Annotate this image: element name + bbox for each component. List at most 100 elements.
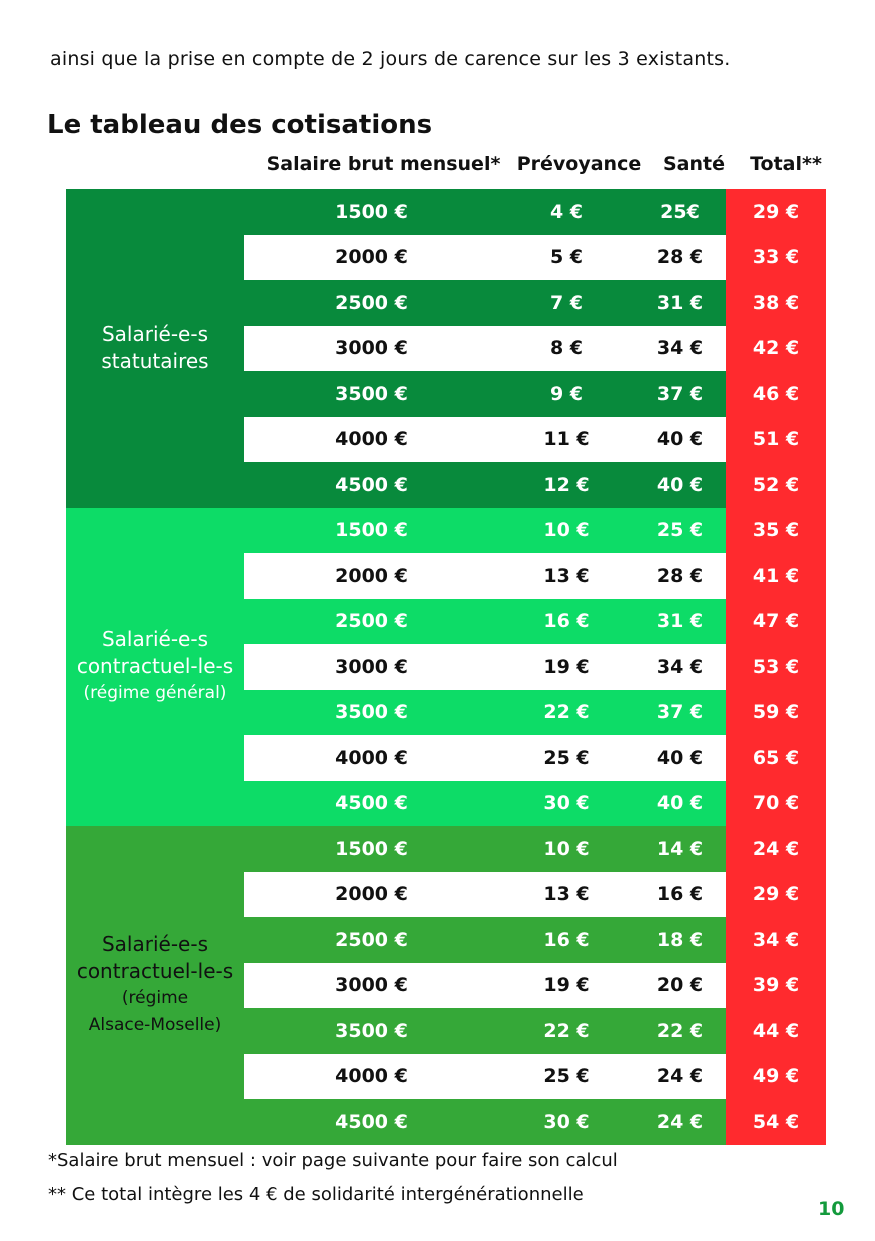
group-label: Salarié-e-s contractuel-le-s (régime Alsace… — [66, 826, 244, 1145]
cell-prevoyance: 7 € — [549, 291, 584, 314]
cell-sante: 37 € — [656, 382, 704, 405]
cell-salaire: 2000 € — [244, 871, 499, 917]
header-total: Total** — [750, 153, 822, 175]
cell-prevoyance: 5 € — [499, 234, 634, 280]
table-row: 2500 € 16 € 18 € 34 € — [244, 917, 826, 963]
cell-salaire: 3000 € — [244, 644, 499, 690]
cell-salaire: 1500 € — [335, 837, 408, 860]
cell-sante: 37 € — [656, 701, 704, 724]
cell-total: 24 € — [726, 826, 826, 872]
cell-total: 42 € — [726, 325, 826, 371]
cell-total: 70 € — [726, 780, 826, 826]
cell-salaire: 4500 € — [335, 792, 408, 815]
group-contractuels-general: Salarié-e-s contractuel-le-s (régime génér… — [66, 507, 826, 827]
table-row: 2000 €5 €28 €33 € — [244, 234, 826, 280]
cell-sante: 31 € — [656, 291, 704, 314]
cell-salaire: 3500 € — [335, 382, 408, 405]
cell-salaire: 4000 € — [244, 416, 499, 462]
cell-salaire: 3000 € — [244, 962, 499, 1008]
cell-prevoyance: 4 € — [549, 200, 584, 223]
cell-salaire: 3000 € — [244, 325, 499, 371]
section-title: Le tableau des cotisations — [47, 110, 433, 140]
table-row: 3000 €19 €20 €39 € — [244, 962, 826, 1008]
cell-sante: 14 € — [656, 837, 704, 860]
cell-total: 34 € — [726, 917, 826, 963]
group-label: Salarié-e-s statutaires — [66, 189, 244, 508]
cell-sante: 20 € — [634, 962, 726, 1008]
cell-total: 54 € — [726, 1099, 826, 1145]
table-row: 4000 €11 €40 €51 € — [244, 416, 826, 462]
table-row: 3000 €19 €34 €53 € — [244, 644, 826, 690]
cell-prevoyance: 13 € — [499, 553, 634, 599]
cell-sante: 25 € — [656, 519, 704, 542]
header-prevoyance: Prévoyance — [516, 153, 642, 175]
table-row: 4500 € 30 € 24 € 54 € — [244, 1099, 826, 1145]
cell-prevoyance: 16 € — [543, 610, 590, 633]
group-label-subline: (régime — [121, 988, 189, 1009]
cell-sante: 40 € — [656, 792, 704, 815]
header-sante: Santé — [662, 153, 725, 175]
cell-prevoyance: 19 € — [499, 962, 634, 1008]
group-label-line: Salarié-e-s — [101, 322, 208, 347]
table-row: 1500 € 10 € 14 € 24 € — [244, 826, 826, 872]
table-row: 1500 € 4 € 25€ 29 € — [244, 189, 826, 235]
cell-salaire: 3500 € — [335, 1019, 408, 1042]
cell-prevoyance: 13 € — [499, 871, 634, 917]
cell-prevoyance: 30 € — [543, 1110, 590, 1133]
table-row: 3500 € 9 € 37 € 46 € — [244, 371, 826, 417]
cell-total: 59 € — [726, 689, 826, 735]
group-label-subline: (régime général) — [83, 683, 227, 704]
group-label-line: statutaires — [101, 349, 209, 374]
cell-salaire: 1500 € — [335, 519, 408, 542]
cell-sante: 31 € — [656, 610, 704, 633]
cell-total: 39 € — [726, 962, 826, 1008]
cell-prevoyance: 22 € — [543, 1019, 590, 1042]
cell-prevoyance: 30 € — [543, 792, 590, 815]
cell-salaire: 2000 € — [244, 553, 499, 599]
cell-total: 47 € — [726, 598, 826, 644]
table-row: 3500 € 22 € 22 € 44 € — [244, 1008, 826, 1054]
cell-salaire: 4000 € — [244, 1053, 499, 1099]
header-salaire: Salaire brut mensuel* — [266, 153, 501, 175]
table-row: 1500 € 10 € 25 € 35 € — [244, 507, 826, 553]
intro-text: ainsi que la prise en compte de 2 jours … — [50, 48, 731, 70]
cell-sante: 28 € — [634, 234, 726, 280]
cell-prevoyance: 25 € — [499, 1053, 634, 1099]
table-row: 4000 €25 €24 €49 € — [244, 1053, 826, 1099]
cell-prevoyance: 9 € — [549, 382, 584, 405]
cell-prevoyance: 12 € — [543, 473, 590, 496]
cell-sante: 34 € — [634, 644, 726, 690]
cell-salaire: 4500 € — [335, 1110, 408, 1133]
cell-sante: 24 € — [634, 1053, 726, 1099]
cell-salaire: 1500 € — [335, 200, 408, 223]
cell-total: 41 € — [726, 553, 826, 599]
cell-total: 65 € — [726, 735, 826, 781]
group-label: Salarié-e-s contractuel-le-s (régime génér… — [66, 508, 244, 827]
table-row: 3000 €8 €34 €42 € — [244, 325, 826, 371]
group-label-line: Salarié-e-s — [101, 627, 208, 652]
table-row: 4500 € 12 € 40 € 52 € — [244, 462, 826, 508]
cell-prevoyance: 8 € — [499, 325, 634, 371]
cell-salaire: 2500 € — [335, 291, 408, 314]
cell-salaire: 4000 € — [244, 735, 499, 781]
cell-total: 44 € — [726, 1008, 826, 1054]
cell-sante: 40 € — [656, 473, 704, 496]
cell-sante: 25€ — [660, 200, 700, 223]
group-contractuels-alsace: Salarié-e-s contractuel-le-s (régime Alsace… — [66, 826, 826, 1145]
cell-total: 35 € — [726, 507, 826, 553]
cell-prevoyance: 19 € — [499, 644, 634, 690]
footnote-salaire: *Salaire brut mensuel : voir page suivan… — [48, 1150, 618, 1171]
table-row: 3500 € 22 € 37 € 59 € — [244, 689, 826, 735]
cell-prevoyance: 10 € — [543, 837, 590, 860]
cell-prevoyance: 16 € — [543, 928, 590, 951]
cell-sante: 40 € — [634, 735, 726, 781]
cell-sante: 24 € — [656, 1110, 704, 1133]
table-row: 2000 €13 €28 €41 € — [244, 553, 826, 599]
cotisations-table: Salarié-e-s statutaires 1500 €4 €25€ 29 €20… — [66, 189, 826, 1145]
group-label-subline: Alsace-Moselle) — [88, 1015, 222, 1036]
table-row: 4500 € 30 € 40 € 70 € — [244, 780, 826, 826]
table-row: 4000 €25 €40 €65 € — [244, 735, 826, 781]
cell-total: 49 € — [726, 1053, 826, 1099]
table-row: 2500 € 16 € 31 € 47 € — [244, 598, 826, 644]
cell-sante: 18 € — [656, 928, 704, 951]
